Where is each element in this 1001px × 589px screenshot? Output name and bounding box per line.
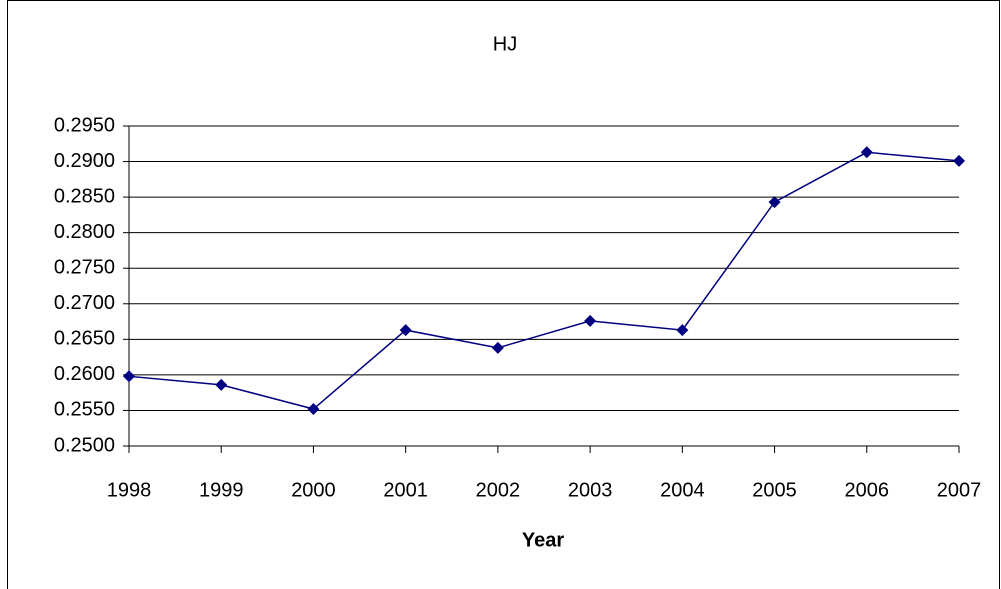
x-tick-label: 1998	[107, 479, 152, 501]
x-tick-label: 1999	[199, 479, 244, 501]
data-point	[491, 341, 504, 354]
y-tick-label: 0.2900	[54, 150, 115, 172]
y-tick-label: 0.2650	[54, 328, 115, 350]
y-tick-label: 0.2600	[54, 363, 115, 385]
data-point	[215, 378, 228, 391]
data-line	[128, 151, 960, 410]
y-tick-label: 0.2550	[54, 399, 115, 421]
x-tick-label: 2007	[937, 479, 982, 501]
chart-frame	[7, 0, 1000, 589]
x-tick-label: 2004	[660, 479, 705, 501]
data-point	[584, 314, 597, 327]
chart-title: HJ	[493, 33, 517, 55]
data-point	[953, 154, 965, 167]
x-tick-label: 2002	[476, 479, 521, 501]
data-point	[860, 146, 873, 159]
x-tick-label: 2001	[383, 479, 428, 501]
y-tick-label: 0.2500	[54, 434, 115, 456]
x-tick-label: 2003	[568, 479, 613, 501]
data-point	[768, 196, 781, 209]
data-point	[676, 324, 689, 337]
y-tick-label: 0.2950	[54, 114, 115, 136]
data-point	[123, 370, 135, 383]
y-tick-label: 0.2850	[54, 185, 115, 207]
x-tick-label: 2000	[291, 479, 336, 501]
y-tick-label: 0.2750	[54, 257, 115, 279]
data-point	[307, 403, 320, 416]
x-axis-label: Year	[522, 529, 564, 551]
data-point	[399, 324, 412, 337]
x-tick-label: 2005	[752, 479, 797, 501]
y-tick-label: 0.2800	[54, 221, 115, 243]
y-tick-label: 0.2700	[54, 292, 115, 314]
x-tick-label: 2006	[845, 479, 890, 501]
